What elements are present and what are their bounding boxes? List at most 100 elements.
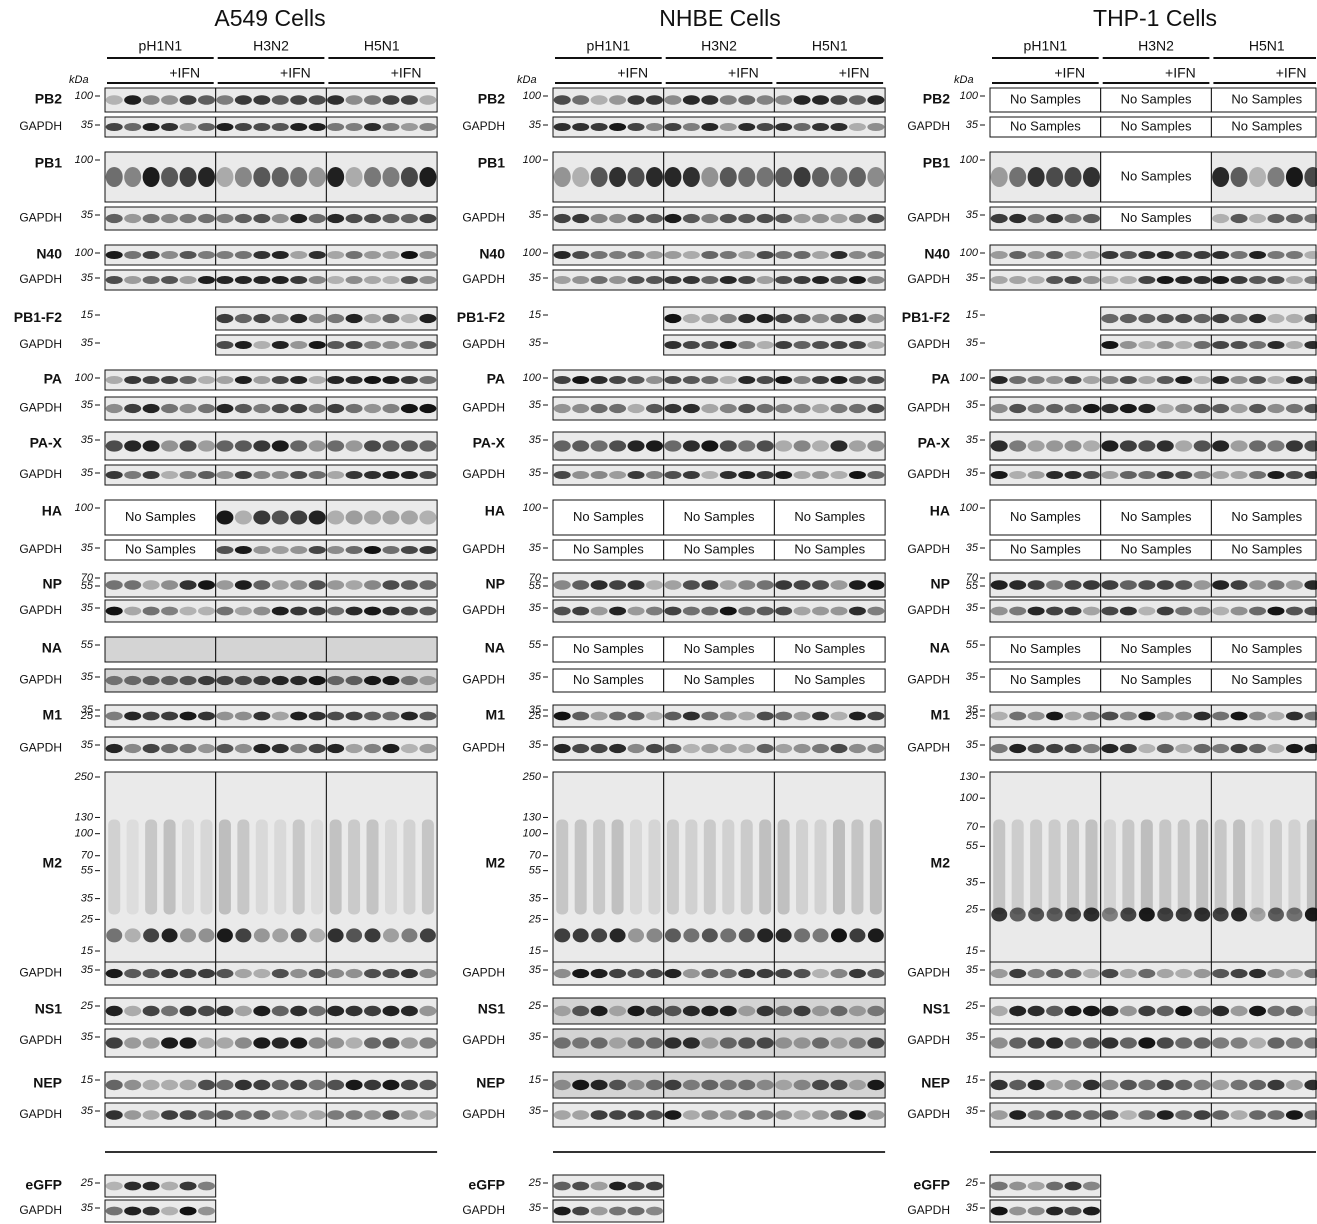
- band: [180, 1110, 197, 1120]
- smear: [612, 820, 624, 915]
- smear: [796, 820, 808, 915]
- band: [327, 471, 344, 479]
- band: [683, 341, 700, 349]
- band: [1249, 341, 1266, 349]
- band: [572, 607, 589, 616]
- band: [830, 341, 847, 349]
- loading-control-label: GAPDH: [462, 119, 505, 133]
- band: [1009, 214, 1026, 223]
- band: [382, 1006, 399, 1016]
- band: [830, 440, 847, 451]
- band: [794, 580, 811, 590]
- band: [1028, 376, 1045, 384]
- band: [327, 276, 344, 284]
- band: [124, 376, 141, 384]
- smear: [237, 820, 249, 915]
- no-samples-note: No Samples: [1121, 91, 1192, 106]
- band: [1120, 276, 1137, 284]
- ifn-label: +IFN: [1054, 65, 1085, 81]
- mw-marker: 15: [81, 945, 94, 957]
- band: [628, 471, 645, 479]
- smear: [722, 820, 734, 915]
- band: [609, 1037, 626, 1048]
- band: [1212, 276, 1229, 284]
- band: [180, 440, 197, 451]
- band: [591, 1080, 608, 1090]
- band: [794, 440, 811, 451]
- band: [290, 1037, 307, 1048]
- smear: [778, 820, 790, 915]
- loading-control-label: GAPDH: [19, 467, 62, 481]
- band: [106, 928, 122, 942]
- band: [364, 712, 381, 721]
- band: [309, 928, 325, 942]
- band: [572, 1080, 589, 1090]
- mw-marker: 100: [960, 502, 979, 514]
- band: [1231, 471, 1248, 479]
- band: [610, 928, 626, 942]
- band: [830, 712, 847, 721]
- band: [382, 1080, 399, 1090]
- band: [775, 251, 792, 259]
- band: [346, 712, 363, 721]
- band: [1009, 471, 1026, 479]
- band: [1249, 404, 1266, 413]
- band: [216, 712, 233, 721]
- band: [235, 712, 252, 721]
- band: [1120, 471, 1137, 479]
- band: [1138, 712, 1155, 721]
- band: [1231, 440, 1248, 451]
- band: [161, 1037, 178, 1048]
- band: [290, 167, 307, 187]
- band: [609, 251, 626, 259]
- band: [180, 1037, 197, 1048]
- band: [180, 607, 197, 616]
- band: [812, 1037, 829, 1048]
- mw-marker: 25: [528, 1177, 542, 1189]
- protein-label: PA: [487, 371, 505, 387]
- band: [1194, 1006, 1211, 1016]
- band: [1212, 471, 1229, 479]
- band: [738, 376, 755, 384]
- band: [327, 1037, 344, 1048]
- band: [738, 214, 755, 223]
- band: [1028, 1110, 1045, 1120]
- mw-marker: 25: [528, 913, 542, 925]
- band: [554, 744, 571, 753]
- no-samples-note: No Samples: [1121, 509, 1192, 524]
- mw-marker: 100: [960, 247, 979, 259]
- loading-control-label: GAPDH: [907, 966, 950, 980]
- band: [1046, 712, 1063, 721]
- band: [1175, 440, 1192, 451]
- band: [1175, 1037, 1192, 1048]
- band: [812, 95, 829, 105]
- protein-label: NA: [485, 640, 505, 656]
- band: [1065, 276, 1082, 284]
- no-samples-note: No Samples: [1121, 210, 1192, 225]
- band: [419, 676, 436, 685]
- band: [867, 341, 884, 349]
- band: [628, 607, 645, 616]
- band: [1286, 167, 1303, 187]
- band: [364, 123, 381, 131]
- protein-label: PB1: [478, 155, 505, 171]
- band: [830, 214, 847, 223]
- band: [1231, 404, 1248, 413]
- band: [646, 376, 663, 384]
- loading-control-label: GAPDH: [19, 966, 62, 980]
- band: [253, 511, 270, 525]
- protein-label: eGFP: [25, 1177, 62, 1193]
- band: [1194, 314, 1211, 323]
- mw-marker: 25: [965, 710, 979, 722]
- band: [849, 580, 866, 590]
- band: [757, 440, 774, 451]
- band: [1249, 969, 1266, 978]
- band: [1175, 580, 1192, 590]
- band: [1194, 607, 1211, 616]
- band: [591, 969, 608, 978]
- band: [1120, 1037, 1137, 1048]
- band: [628, 580, 645, 590]
- smear: [1012, 820, 1024, 915]
- band: [309, 440, 326, 451]
- band: [327, 404, 344, 413]
